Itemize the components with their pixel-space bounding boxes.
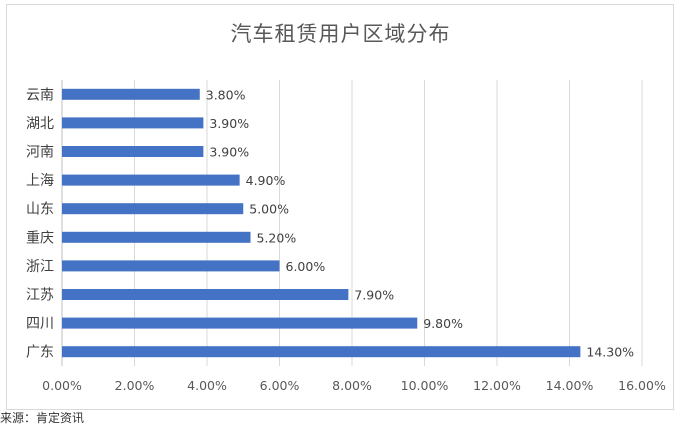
data-label: 6.00%: [286, 259, 326, 274]
bar: [62, 289, 349, 300]
x-tick-label: 14.00%: [546, 378, 594, 393]
data-label: 7.90%: [354, 288, 394, 303]
category-label: 河南: [26, 145, 54, 161]
bar: [62, 317, 418, 329]
bar: [62, 346, 581, 358]
source-note: 来源：肯定资讯: [0, 411, 85, 425]
data-label: 5.00%: [249, 202, 289, 217]
bar: [62, 203, 244, 215]
x-tick-label: 0.00%: [42, 378, 82, 393]
bar: [62, 231, 251, 243]
category-label: 重庆: [26, 230, 54, 246]
bar: [62, 260, 280, 272]
category-label: 广东: [26, 345, 54, 361]
bar: [62, 174, 240, 186]
bar: [62, 88, 200, 100]
data-label: 4.90%: [246, 173, 286, 188]
data-label: 9.80%: [423, 316, 463, 331]
category-label: 山东: [26, 202, 54, 218]
category-label: 云南: [26, 87, 54, 103]
data-label: 3.90%: [209, 145, 249, 160]
x-tick-label: 6.00%: [260, 378, 300, 393]
x-tick-label: 2.00%: [115, 378, 155, 393]
data-label: 3.90%: [209, 116, 249, 131]
x-tick-label: 4.00%: [187, 378, 227, 393]
data-label: 14.30%: [586, 345, 634, 360]
chart-title: 汽车租赁用户区域分布: [230, 22, 451, 46]
x-tick-label: 12.00%: [473, 378, 521, 393]
category-label: 上海: [26, 173, 54, 189]
x-tick-label: 16.00%: [618, 378, 666, 393]
bar: [62, 117, 204, 129]
category-label: 浙江: [26, 259, 54, 275]
data-label: 5.20%: [257, 230, 297, 245]
category-label: 四川: [26, 316, 54, 332]
data-label: 3.80%: [206, 87, 246, 102]
category-label: 湖北: [26, 116, 54, 132]
x-tick-label: 10.00%: [401, 378, 449, 393]
category-label: 江苏: [26, 288, 54, 304]
bar: [62, 146, 204, 157]
x-tick-label: 8.00%: [332, 378, 372, 393]
